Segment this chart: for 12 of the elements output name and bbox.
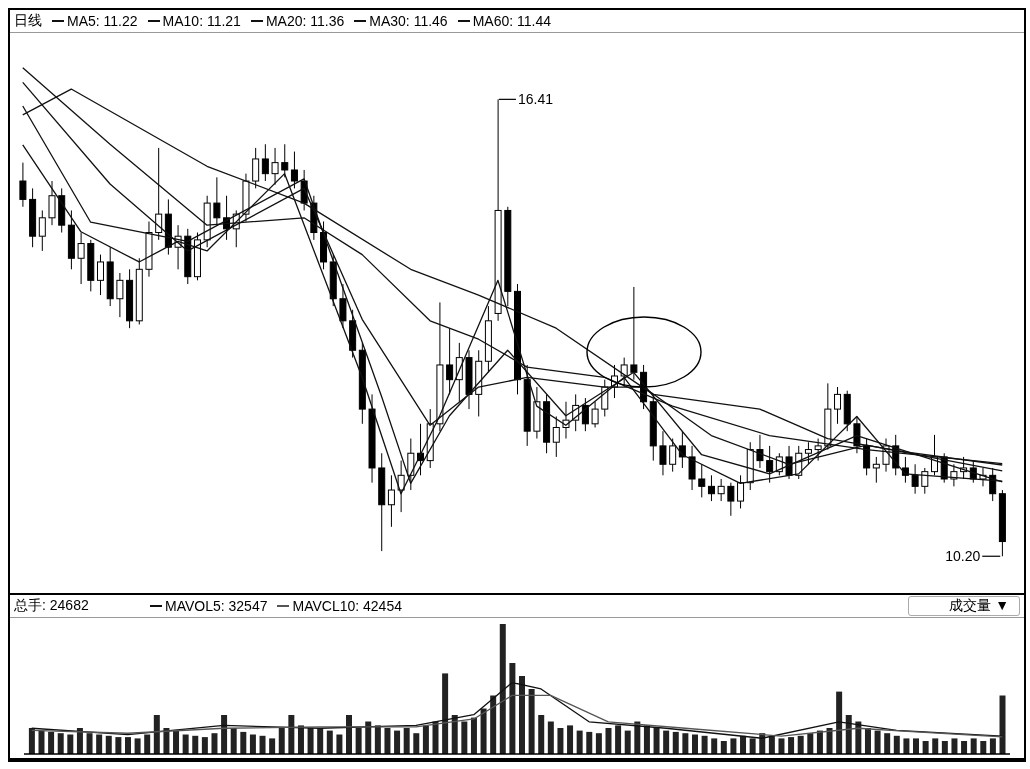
annotation: 16.41 [517, 91, 554, 108]
text: 总手: 24682 [14, 597, 89, 615]
legend-label: MA30: 11.46 [368, 13, 448, 29]
legend-label: MAVCL10: 42454 [291, 598, 402, 614]
legend-label: MAVOL5: 32547 [164, 598, 268, 614]
chart-title: 日线 [14, 12, 42, 30]
annotation: 10.20 [945, 548, 981, 565]
text: 成交量 ▼ [908, 596, 1020, 616]
legend-label: MA5: 11.22 [66, 13, 138, 29]
legend-label: MA10: 11.21 [161, 13, 241, 29]
legend-label: MA20: 11.36 [264, 13, 345, 29]
legend-label: MA60: 11.44 [471, 13, 551, 29]
